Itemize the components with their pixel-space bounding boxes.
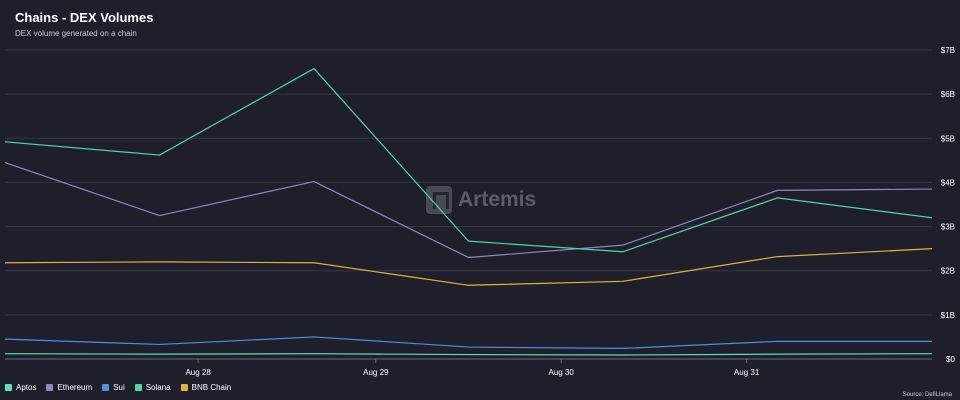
series-line-sui[interactable] — [4, 336, 932, 350]
y-axis: $0 $1B $2B $3B $4B $5B $6B $7B — [941, 46, 956, 364]
x-tick-label: Aug 28 — [185, 368, 211, 377]
legend-label: BNB Chain — [191, 383, 232, 392]
artemis-watermark: Artemis — [426, 186, 536, 214]
artemis-logo-icon — [426, 186, 452, 214]
legend-label: Solana — [145, 383, 171, 392]
legend-item-bnb-chain[interactable]: BNB Chain — [180, 383, 232, 392]
grid-lines — [5, 49, 932, 360]
series-lines — [4, 67, 933, 356]
legend-swatch-icon — [102, 384, 110, 391]
y-tick-label: $7B — [941, 46, 955, 55]
legend-swatch-icon — [134, 384, 142, 391]
legend-label: Sui — [113, 383, 125, 392]
watermark-text: Artemis — [458, 188, 537, 211]
y-tick-label: $5B — [941, 134, 955, 143]
y-tick-label: $4B — [941, 178, 955, 187]
y-tick-label: $6B — [941, 90, 955, 99]
legend-item-aptos[interactable]: Aptos — [5, 383, 36, 392]
legend: Aptos Ethereum Sui Solana BNB Chain — [5, 383, 231, 392]
x-tick-label: Aug 31 — [734, 368, 760, 377]
legend-item-solana[interactable]: Solana — [134, 383, 171, 392]
series-line-solana[interactable] — [4, 67, 933, 253]
legend-item-ethereum[interactable]: Ethereum — [46, 383, 92, 392]
legend-label: Ethereum — [57, 383, 93, 392]
chart-title: Chains - DEX Volumes — [15, 10, 154, 25]
legend-swatch-icon — [5, 384, 12, 391]
series-line-bnb-chain[interactable] — [4, 248, 933, 286]
x-tick-label: Aug 29 — [363, 368, 389, 377]
series-line-ethereum[interactable] — [4, 161, 933, 259]
x-tick-label: Aug 30 — [549, 368, 575, 377]
legend-swatch-icon — [46, 384, 54, 391]
legend-swatch-icon — [180, 384, 188, 391]
y-tick-label: $2B — [941, 267, 955, 276]
x-axis: Aug 28 Aug 29 Aug 30 Aug 31 — [185, 359, 760, 377]
series-line-aptos[interactable] — [4, 353, 933, 356]
legend-item-sui[interactable]: Sui — [102, 383, 125, 392]
legend-label: Aptos — [16, 383, 37, 392]
y-tick-label: $0 — [946, 355, 955, 364]
y-tick-label: $3B — [941, 223, 955, 232]
source-note: Source: DefiLlama — [902, 392, 952, 398]
y-tick-label: $1B — [941, 311, 955, 320]
chart-subtitle: DEX volume generated on a chain — [15, 29, 137, 38]
